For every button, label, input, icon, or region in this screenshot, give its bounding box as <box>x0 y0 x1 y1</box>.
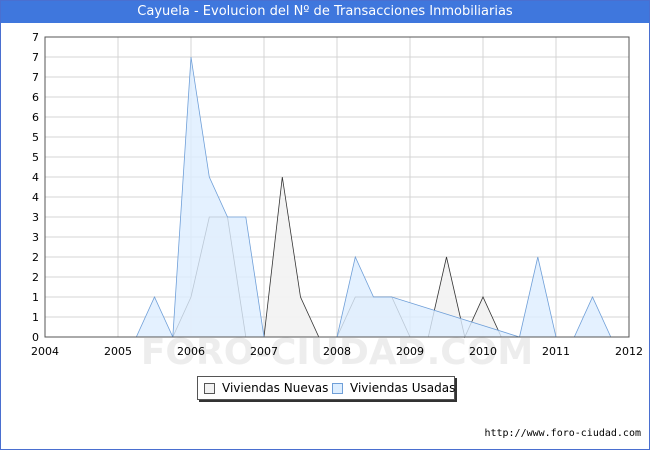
y-tick-label: 6 <box>32 111 39 124</box>
plot-border <box>44 36 630 338</box>
x-tick-label: 2006 <box>177 345 205 358</box>
series-area-usadas <box>45 57 629 337</box>
x-tick-label: 2007 <box>250 345 278 358</box>
legend-label-usadas: Viviendas Usadas <box>350 381 456 395</box>
legend-swatch-nuevas <box>204 383 215 394</box>
x-tick-label: 2012 <box>615 345 643 358</box>
x-tick-label: 2004 <box>31 345 59 358</box>
y-tick-label: 7 <box>32 51 39 64</box>
y-tick-label: 1 <box>32 311 39 324</box>
y-tick-label: 7 <box>32 71 39 84</box>
y-tick-label: 3 <box>32 211 39 224</box>
y-tick-label: 4 <box>32 171 39 184</box>
y-tick-label: 3 <box>32 231 39 244</box>
source-url[interactable]: http://www.foro-ciudad.com <box>484 428 641 439</box>
chart-title: Cayuela - Evolucion del Nº de Transaccio… <box>1 1 649 23</box>
legend-swatch-usadas <box>332 383 343 394</box>
legend: Viviendas Nuevas Viviendas Usadas <box>197 376 455 400</box>
watermark: FORO-CIUDAD.COM <box>141 332 533 373</box>
y-tick-label: 5 <box>32 131 39 144</box>
y-axis-ticks: 0 1 1 2 2 3 3 4 4 5 5 6 6 7 7 7 <box>32 31 39 344</box>
y-tick-label: 2 <box>32 251 39 264</box>
y-tick-label: 4 <box>32 191 39 204</box>
x-tick-label: 2010 <box>469 345 497 358</box>
x-axis-ticks: 2004 2005 2006 2007 2008 2009 2010 2011 2012 <box>31 345 643 358</box>
x-tick-label: 2009 <box>396 345 424 358</box>
y-tick-label: 5 <box>32 151 39 164</box>
x-tick-label: 2011 <box>542 345 570 358</box>
y-tick-label: 1 <box>32 291 39 304</box>
y-tick-label: 6 <box>32 91 39 104</box>
x-tick-label: 2005 <box>104 345 132 358</box>
y-tick-label: 7 <box>32 31 39 44</box>
legend-label-nuevas: Viviendas Nuevas <box>222 381 329 395</box>
x-tick-label: 2008 <box>323 345 351 358</box>
y-tick-label: 0 <box>32 331 39 344</box>
y-tick-label: 2 <box>32 271 39 284</box>
